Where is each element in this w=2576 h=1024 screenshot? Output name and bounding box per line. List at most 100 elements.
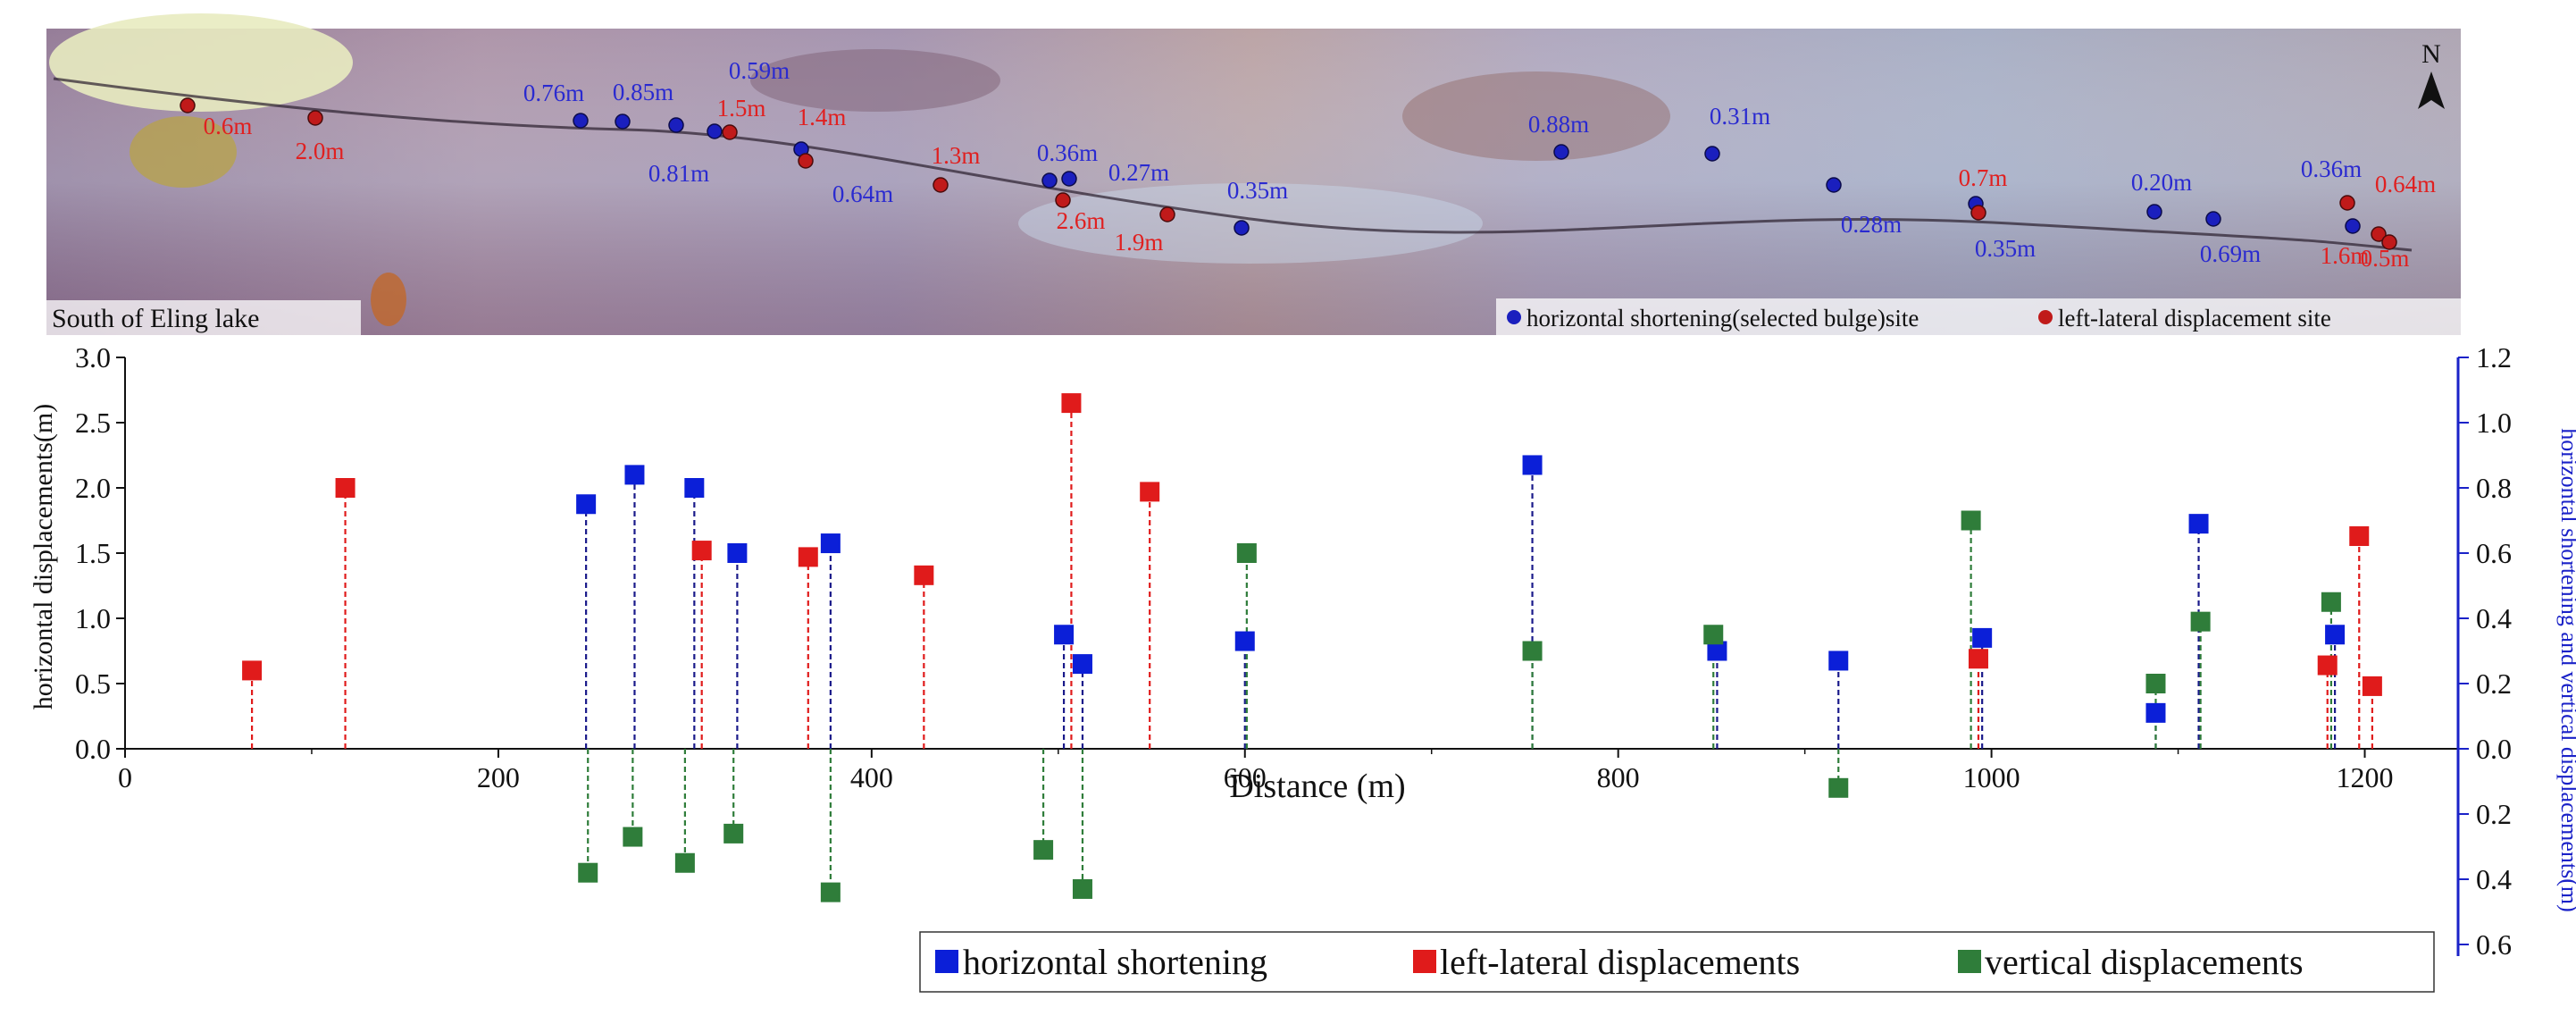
map-shortening-value-label: 0.20m [2131, 169, 2192, 196]
left-lateral-marker [2349, 526, 2370, 547]
map-displacement-value-label: 0.5m [2361, 245, 2410, 272]
map-shortening-site-dot [1704, 146, 1720, 162]
map-shortening-value-label: 0.28m [1841, 211, 1902, 238]
map-displacement-value-label: 2.0m [296, 138, 345, 164]
right-y-tick-label: 0.2 [2476, 667, 2512, 700]
map-dark-patch [750, 49, 1000, 112]
left-lateral-marker [2317, 655, 2338, 676]
right-y-tick-label: 0.6 [2476, 537, 2512, 569]
vertical-marker [1033, 840, 1054, 860]
map-shortening-site-dot [707, 123, 723, 139]
map-legend-box [1496, 298, 2461, 335]
map-displacement-value-label: 1.9m [1115, 229, 1164, 256]
north-arrow-icon [2418, 71, 2445, 109]
legend-shortening-site-icon [1507, 310, 1521, 324]
legend-vertical-label: vertical displacements [1985, 942, 2304, 982]
shortening-marker [2145, 702, 2166, 723]
left-lateral-marker [242, 660, 263, 681]
shortening-marker [1707, 641, 1727, 661]
x-axis-tick-label: 600 [1224, 761, 1267, 793]
x-axis-ticks: 0 200 400 600 800 1000 1200 [118, 749, 2394, 793]
left-y-tick-label: 2.5 [75, 407, 111, 439]
vertical-marker [1703, 625, 1724, 645]
right-y-tick-label: 0.4 [2476, 863, 2512, 895]
x-axis-tick-label: 200 [477, 761, 520, 793]
map-displacement-value-label: 1.6m [2321, 242, 2370, 269]
vertical-marker [820, 882, 841, 902]
left-lateral-marker [691, 541, 712, 561]
left-y-tick-label: 3.0 [75, 341, 111, 374]
left-y-axis-label: horizontal displacements(m) [29, 404, 58, 709]
left-lateral-marker [2362, 676, 2382, 696]
map-shading [46, 29, 2461, 335]
shortening-marker [1828, 650, 1849, 671]
map-displacement-site-dot [307, 110, 323, 126]
map-displacement-site-dot [798, 153, 814, 169]
chart-legend: horizontal shortening left-lateral displ… [919, 931, 2435, 993]
vertical-marker [1961, 510, 1981, 531]
x-axis-tick-label: 0 [118, 761, 132, 793]
map-shortening-site-dot [615, 113, 631, 130]
legend-displacement-site-label: left-lateral displacement site [2058, 305, 2331, 332]
x-axis-tick-label: 800 [1597, 761, 1640, 793]
x-axis-tick-label: 1000 [1963, 761, 2020, 793]
legend-box [919, 931, 2435, 993]
x-axis-tick-label: 1200 [2337, 761, 2394, 793]
map-displacement-site-dot [2339, 195, 2355, 211]
left-y-tick-label: 0.0 [75, 733, 111, 765]
map-displacement-value-label: 0.64m [2375, 171, 2436, 197]
left-lateral-marker [335, 478, 355, 498]
map-shortening-value-label: 0.59m [729, 57, 790, 84]
legend-left-lateral-swatch [1413, 950, 1436, 973]
map-displacement-value-label: 0.7m [1959, 164, 2008, 191]
left-y-tick-label: 1.0 [75, 602, 111, 634]
map-shortening-site-dot [2345, 218, 2361, 234]
vertical-marker [2145, 674, 2166, 693]
shortening-marker [684, 478, 705, 498]
map-shortening-site-dot [668, 117, 684, 133]
right-y-tick-label: 0.6 [2476, 928, 2512, 961]
shortening-marker [1522, 455, 1543, 475]
legend-shortening-label: horizontal shortening [963, 942, 1267, 982]
left-lateral-marker [1968, 649, 1988, 669]
map-shortening-value-label: 0.35m [1975, 235, 2036, 262]
map-shortening-site-dot [1826, 177, 1842, 193]
vertical-marker [1072, 878, 1092, 899]
map-shortening-site-dot [1061, 171, 1077, 187]
map-shortening-site-dot [1234, 220, 1250, 236]
shortening-marker [1054, 625, 1075, 645]
map-yellow-patch [130, 116, 237, 188]
vertical-marker [623, 827, 643, 847]
map-shortening-site-dot [1041, 172, 1058, 189]
legend-left-lateral-label: left-lateral displacements [1440, 942, 1800, 982]
north-label: N [2421, 39, 2441, 69]
legend-displacement-site-icon [2038, 310, 2053, 324]
shortening-marker [820, 533, 841, 554]
right-y-axis-label: horizontal shortening and vertical displ… [2556, 428, 2576, 912]
left-lateral-marker [1061, 393, 1082, 414]
map-light-patch [1018, 183, 1483, 264]
right-y-tick-label: 0.8 [2476, 472, 2512, 504]
right-y-tick-label: 0.2 [2476, 798, 2512, 830]
map-shortening-value-label: 0.64m [832, 180, 893, 207]
right-y-tick-label: 0.0 [2476, 733, 2512, 765]
shortening-marker [2325, 625, 2346, 645]
map-shortening-site-dot [2146, 204, 2162, 220]
map-shortening-value-label: 0.76m [523, 80, 584, 106]
north-arrow: N [2418, 39, 2445, 109]
map-displacement-value-label: 2.6m [1057, 207, 1106, 234]
map-shortening-value-label: 0.36m [1037, 139, 1098, 166]
map-caption: South of Eling lake [52, 304, 259, 333]
map-shortening-site-dot [573, 113, 589, 129]
map-shortening-value-label: 0.88m [1528, 111, 1589, 138]
map-shortening-site-dot [2205, 211, 2221, 227]
shortening-marker [576, 494, 597, 515]
x-axis-label: Distance (m) [1229, 768, 1405, 805]
vertical-marker [1236, 543, 1257, 563]
right-y-tick-label: 1.2 [2476, 341, 2512, 374]
map-displacement-site-dot [722, 124, 738, 140]
map-displacement-site-dot [2371, 226, 2387, 242]
satellite-map-panel: 0.76m 0.85m 0.59m 0.81m 0.64m 0.36m 0.27m 0.35m… [46, 13, 2461, 336]
shortening-marker [624, 465, 645, 485]
